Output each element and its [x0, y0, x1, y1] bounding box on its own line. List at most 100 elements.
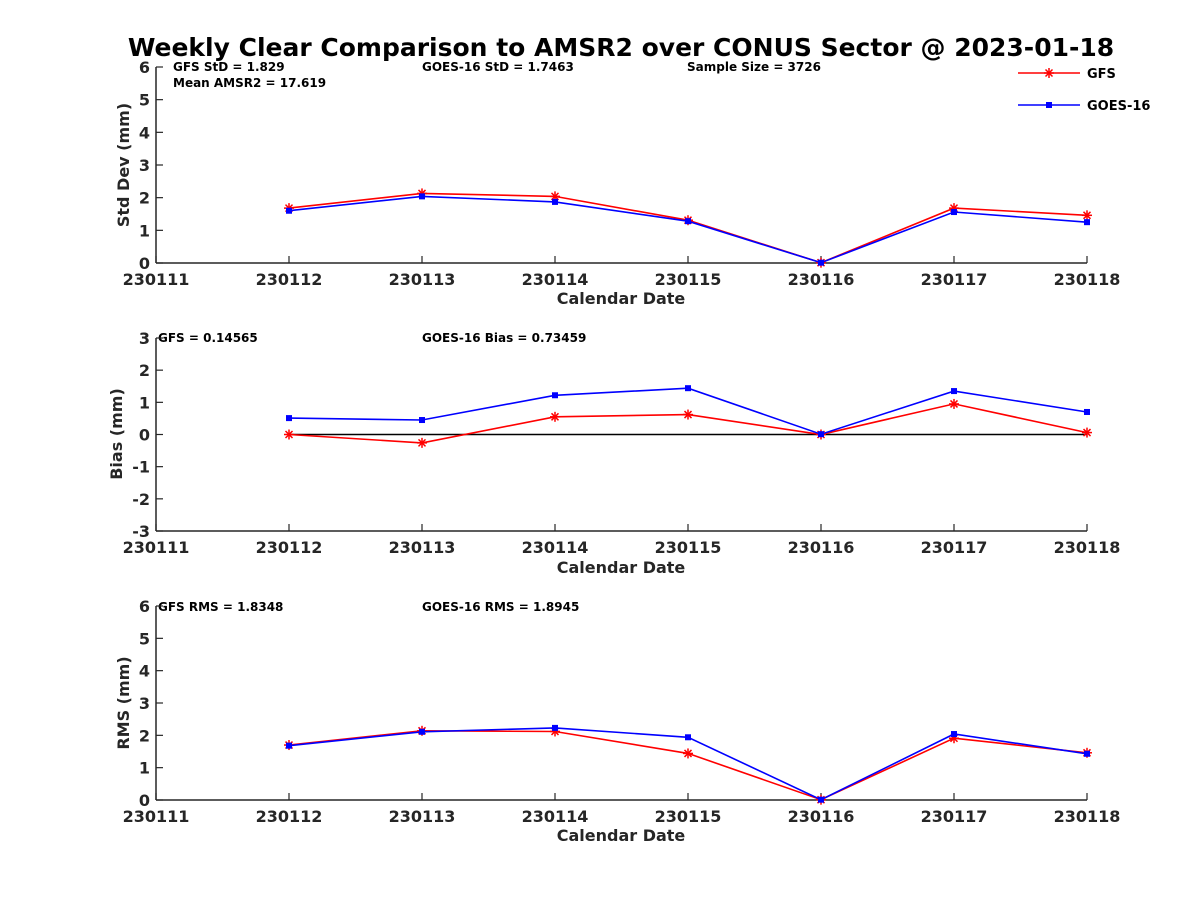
rms-gfs-stat: GFS RMS = 1.8348: [158, 600, 283, 614]
bias-x-tick-label: 230114: [522, 538, 589, 557]
std-dev-gfs-line: [288, 192, 1088, 264]
legend: GFS GOES-16: [1018, 67, 1150, 114]
std-dev-mean-amsr2: Mean AMSR2 = 17.619: [173, 76, 326, 90]
bias-y-tick-label: 1: [139, 393, 150, 412]
bias-goes-point: [286, 415, 292, 422]
bias-gfs-point: [949, 398, 959, 409]
rms-x-tick-label: 230118: [1054, 807, 1121, 826]
std-dev-goes-point: [951, 209, 957, 216]
rms-y-tick-label: 4: [139, 662, 150, 681]
rms-panel: RMS (mm) Calendar Date GFS RMS = 1.8348 …: [114, 597, 1120, 845]
bias-goes-stat: GOES-16 Bias = 0.73459: [422, 331, 586, 345]
bias-x-tick-label: 230115: [655, 538, 722, 557]
bias-y-tick-label: -3: [132, 522, 150, 541]
std-dev-x-tick-label: 230111: [123, 270, 190, 289]
rms-y-tick-label: 6: [139, 597, 150, 616]
rms-goes-point: [1084, 750, 1090, 757]
std-dev-y-tick-label: 2: [139, 189, 150, 208]
rms-x-tick-label: 230116: [788, 807, 855, 826]
std-dev-x-tick-label: 230114: [522, 270, 589, 289]
rms-x-tick-label: 230113: [389, 807, 456, 826]
rms-goes-stat: GOES-16 RMS = 1.8945: [422, 600, 579, 614]
bias-panel: Bias (mm) Calendar Date GFS = 0.14565 GO…: [107, 329, 1120, 577]
std-dev-x-label: Calendar Date: [557, 289, 686, 308]
rms-y-tick-label: 0: [139, 791, 150, 810]
std-dev-goes-point: [685, 218, 691, 225]
bias-x-label: Calendar Date: [557, 558, 686, 577]
rms-goes-point: [552, 724, 558, 731]
rms-y-tick-label: 3: [139, 694, 150, 713]
bias-gfs-stat: GFS = 0.14565: [158, 331, 258, 345]
std-dev-y-tick-label: 4: [139, 123, 150, 142]
rms-x-tick-label: 230115: [655, 807, 722, 826]
rms-goes-point: [818, 796, 824, 803]
std-dev-goes-stat: GOES-16 StD = 1.7463: [422, 60, 574, 74]
bias-goes-point: [818, 431, 824, 438]
std-dev-goes-line: [288, 195, 1088, 264]
bias-x-tick-label: 230116: [788, 538, 855, 557]
std-dev-x-tick-label: 230113: [389, 270, 456, 289]
rms-x-tick-label: 230114: [522, 807, 589, 826]
std-dev-goes-point: [419, 193, 425, 200]
std-dev-x-tick-label: 230115: [655, 270, 722, 289]
bias-goes-point: [1084, 408, 1090, 415]
std-dev-y-tick-label: 3: [139, 156, 150, 175]
bias-x-tick-label: 230113: [389, 538, 456, 557]
rms-gfs-point: [683, 748, 693, 759]
rms-goes-point: [286, 742, 292, 749]
bias-gfs-point: [284, 429, 294, 440]
std-dev-gfs-point: [1082, 210, 1092, 221]
bias-y-tick-label: 0: [139, 426, 150, 445]
std-dev-panel: Std Dev (mm) Calendar Date GFS StD = 1.8…: [114, 58, 1120, 308]
std-dev-y-tick-label: 0: [139, 254, 150, 273]
std-dev-x-tick-label: 230112: [256, 270, 323, 289]
rms-x-label: Calendar Date: [557, 826, 686, 845]
std-dev-y-label: Std Dev (mm): [114, 103, 133, 227]
std-dev-gfs-stat: GFS StD = 1.829: [173, 60, 285, 74]
rms-gfs-line: [288, 729, 1088, 801]
bias-x-tick-label: 230118: [1054, 538, 1121, 557]
bias-y-tick-label: -2: [132, 490, 150, 509]
rms-y-tick-label: 5: [139, 629, 150, 648]
rms-x-tick-label: 230111: [123, 807, 190, 826]
legend-goes-label: GOES-16: [1087, 99, 1150, 114]
rms-goes-point: [951, 731, 957, 738]
std-dev-x-tick-label: 230118: [1054, 270, 1121, 289]
bias-goes-point: [552, 392, 558, 399]
bias-y-tick-label: 3: [139, 329, 150, 348]
bias-gfs-point: [550, 411, 560, 422]
legend-goes-marker: [1046, 102, 1052, 108]
bias-goes-point: [685, 385, 691, 392]
bias-gfs-point: [1082, 427, 1092, 438]
bias-goes-point: [951, 388, 957, 395]
bias-y-tick-label: -1: [132, 458, 150, 477]
legend-gfs-label: GFS: [1087, 67, 1116, 82]
std-dev-goes-point: [286, 207, 292, 214]
bias-x-tick-label: 230117: [921, 538, 988, 557]
rms-y-label: RMS (mm): [114, 656, 133, 749]
std-dev-goes-point: [818, 259, 824, 266]
bias-x-tick-label: 230112: [256, 538, 323, 557]
rms-y-tick-label: 2: [139, 726, 150, 745]
std-dev-x-tick-label: 230117: [921, 270, 988, 289]
bias-y-label: Bias (mm): [107, 388, 126, 480]
std-dev-x-tick-label: 230116: [788, 270, 855, 289]
bias-goes-point: [419, 417, 425, 424]
bias-gfs-point: [683, 409, 693, 420]
bias-y-tick-label: 2: [139, 361, 150, 380]
figure-title: Weekly Clear Comparison to AMSR2 over CO…: [128, 33, 1114, 62]
bias-x-tick-label: 230111: [123, 538, 190, 557]
rms-goes-point: [685, 734, 691, 741]
std-dev-y-tick-label: 6: [139, 58, 150, 77]
rms-x-tick-label: 230112: [256, 807, 323, 826]
std-dev-y-tick-label: 5: [139, 91, 150, 110]
std-dev-goes-point: [1084, 219, 1090, 226]
rms-x-tick-label: 230117: [921, 807, 988, 826]
std-dev-y-tick-label: 1: [139, 221, 150, 240]
legend-gfs-marker: [1044, 68, 1054, 78]
std-dev-goes-point: [552, 198, 558, 205]
std-dev-sample-size: Sample Size = 3726: [687, 60, 821, 74]
rms-y-tick-label: 1: [139, 759, 150, 778]
bias-gfs-point: [417, 437, 427, 448]
